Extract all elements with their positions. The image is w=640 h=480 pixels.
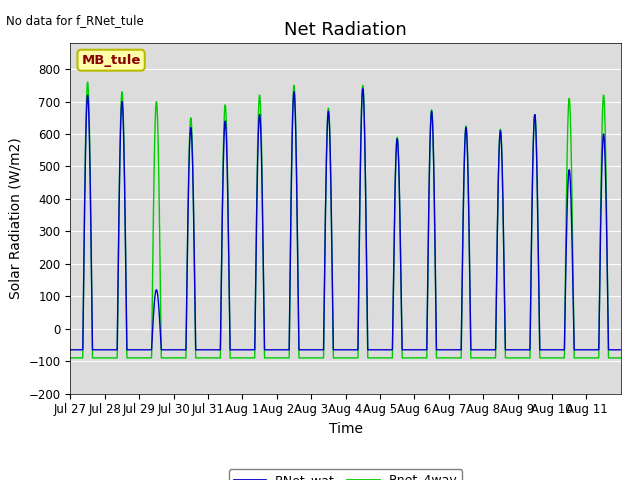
RNet_wat [359,86,367,92]
RNet_wat [396,194,403,200]
Y-axis label: Solar Radiation (W/m2): Solar Radiation (W/m2) [9,138,23,299]
RNet_wat [524,347,531,353]
Rnet_4way [396,196,403,202]
Rnet_4way [366,355,374,361]
Title: Net Radiation: Net Radiation [284,21,407,39]
RNet_wat [366,347,374,353]
Rnet_4way [180,355,188,361]
Rnet_4way [67,355,74,361]
Legend: RNet_wat, Rnet_4way: RNet_wat, Rnet_4way [228,469,463,480]
Rnet_4way [497,127,504,132]
RNet_wat [538,347,546,353]
X-axis label: Time: Time [328,422,363,436]
Line: RNet_wat: RNet_wat [70,89,621,350]
RNet_wat [180,347,188,353]
RNet_wat [67,347,74,353]
Rnet_4way [617,355,625,361]
Rnet_4way [538,355,546,361]
RNet_wat [497,129,504,134]
Text: MB_tule: MB_tule [81,54,141,67]
Text: No data for f_RNet_tule: No data for f_RNet_tule [6,14,144,27]
Line: Rnet_4way: Rnet_4way [70,82,621,358]
Rnet_4way [524,355,531,361]
Rnet_4way [84,79,92,85]
RNet_wat [617,347,625,353]
